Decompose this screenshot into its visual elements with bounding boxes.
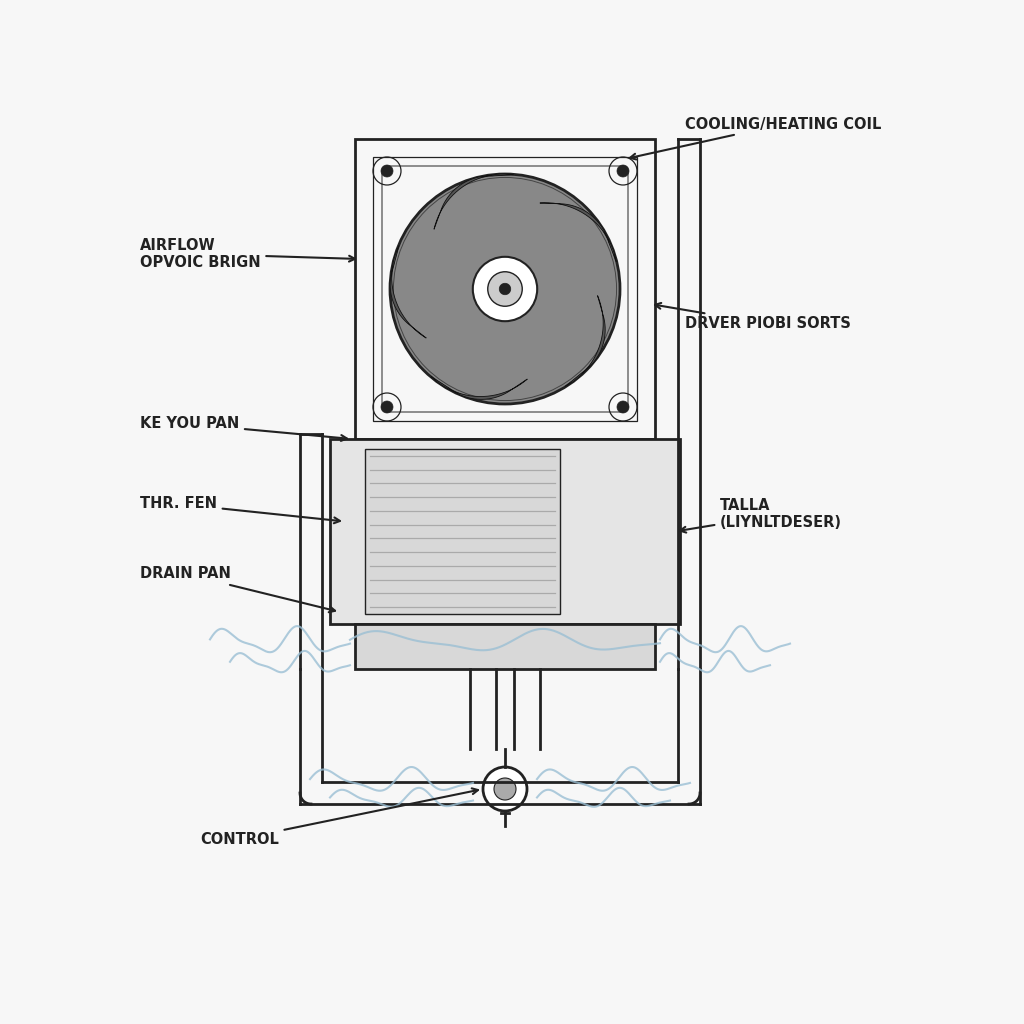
Bar [365, 449, 560, 614]
Text: KE YOU PAN: KE YOU PAN [140, 417, 347, 441]
Bar [355, 139, 655, 439]
Text: DRAIN PAN: DRAIN PAN [140, 566, 335, 612]
Text: AIRFLOW
OPVOIC BRIGN: AIRFLOW OPVOIC BRIGN [140, 238, 355, 270]
Bar [355, 624, 655, 669]
Text: DRVER PIOBI SORTS: DRVER PIOBI SORTS [655, 303, 851, 332]
Circle shape [617, 401, 629, 413]
Polygon shape [390, 246, 426, 338]
Text: THR. FEN: THR. FEN [140, 497, 340, 523]
Text: TALLA
(LIYNLTDESER): TALLA (LIYNLTDESER) [680, 498, 842, 532]
Circle shape [381, 165, 393, 177]
Bar [373, 157, 637, 421]
Circle shape [381, 401, 393, 413]
Text: CONTROL: CONTROL [200, 788, 478, 847]
Polygon shape [434, 174, 513, 229]
Circle shape [487, 271, 522, 306]
Circle shape [494, 778, 516, 800]
Circle shape [483, 767, 527, 811]
Circle shape [390, 174, 620, 404]
Circle shape [500, 284, 511, 295]
Circle shape [473, 257, 538, 322]
Circle shape [617, 165, 629, 177]
Text: COOLING/HEATING COIL: COOLING/HEATING COIL [630, 117, 882, 160]
Polygon shape [431, 377, 527, 399]
Bar [330, 439, 680, 624]
Polygon shape [540, 203, 616, 262]
Polygon shape [565, 296, 605, 386]
